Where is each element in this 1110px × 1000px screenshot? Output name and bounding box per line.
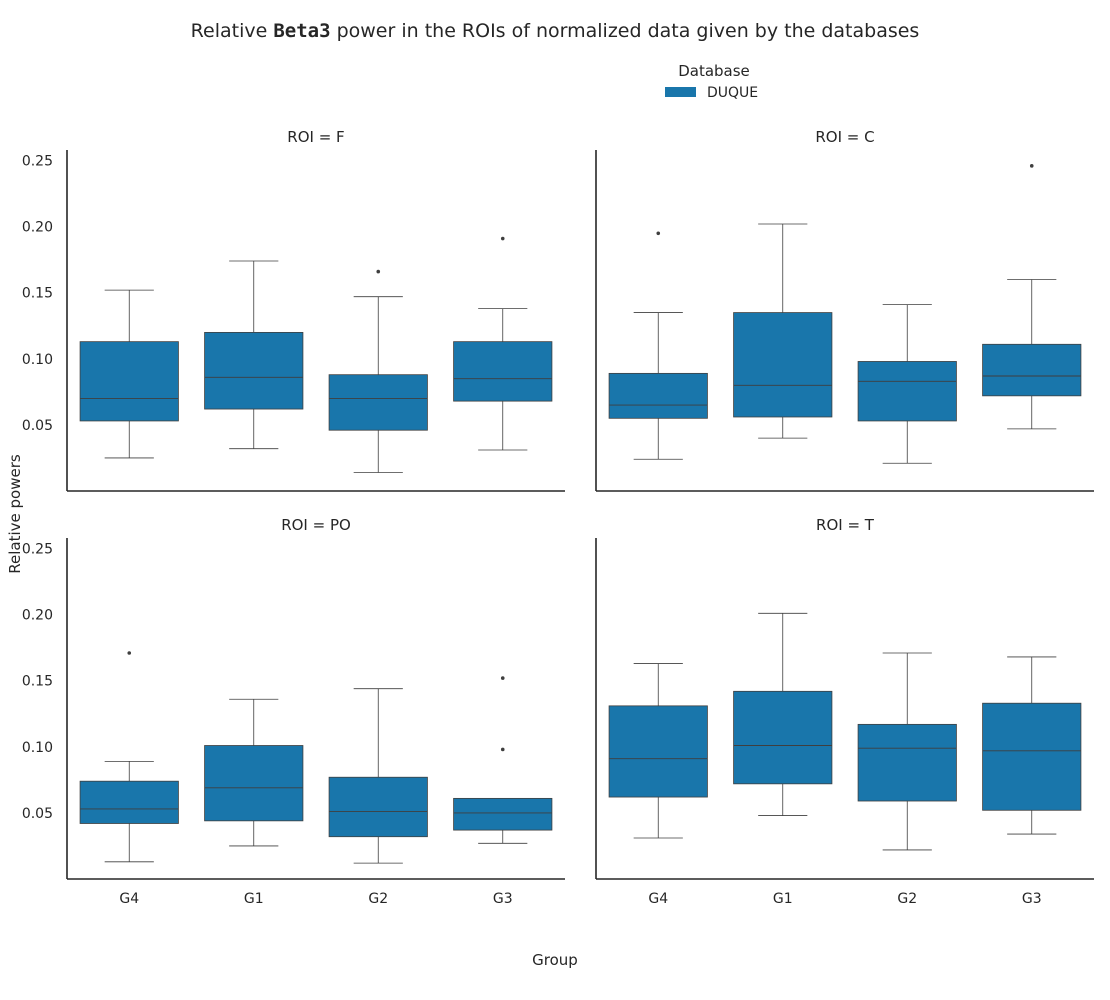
panel-3: ROI = T G4 G1 G2 G3 — [595, 516, 1094, 907]
box-iqr — [204, 745, 304, 822]
x-axis-label: Group — [532, 951, 578, 969]
y-tick-label: 0.05 — [22, 418, 53, 434]
panels: ROI = F 0.05 0.10 0.15 0.20 0.25 ROI = C ROI = … — [22, 128, 1094, 907]
figure-title: Relative Beta3 power in the ROIs of norm… — [191, 20, 920, 42]
outlier-point — [1029, 164, 1034, 168]
box-iqr — [608, 372, 708, 419]
outlier-point — [500, 236, 505, 241]
y-tick-label: 0.05 — [22, 806, 53, 822]
title-part-prefix: Relative — [191, 20, 274, 42]
box-g1 — [733, 612, 833, 816]
panel-1: ROI = C — [595, 128, 1094, 492]
x-tick-label: G2 — [897, 891, 917, 907]
x-tick-label: G2 — [368, 891, 388, 907]
box-g4 — [608, 663, 708, 839]
x-tick-label: G3 — [1022, 891, 1042, 907]
x-tick-label: G1 — [773, 891, 793, 907]
box-iqr — [328, 374, 428, 431]
panel-title: ROI = C — [815, 128, 874, 146]
y-tick-label: 0.20 — [22, 608, 53, 624]
box-g1 — [204, 698, 304, 847]
outlier-point — [376, 269, 381, 274]
title-part-suffix: power in the ROIs of normalized data giv… — [331, 20, 920, 42]
legend-title: Database — [678, 62, 750, 80]
box-iqr — [453, 797, 553, 831]
box-iqr — [857, 361, 957, 422]
box-iqr — [982, 343, 1082, 397]
box-iqr — [982, 702, 1082, 811]
legend-swatch-duque — [665, 87, 696, 97]
panel-0: ROI = F 0.05 0.10 0.15 0.20 0.25 — [22, 128, 565, 492]
y-tick-label: 0.10 — [22, 352, 53, 368]
box-g4 — [608, 231, 708, 460]
box-iqr — [733, 312, 833, 418]
panel-title: ROI = T — [816, 516, 875, 534]
box-g2 — [328, 688, 428, 864]
y-tick-label: 0.25 — [22, 542, 53, 558]
box-iqr — [608, 705, 708, 798]
x-tick-label: G4 — [648, 891, 668, 907]
outlier-point — [656, 231, 661, 236]
y-tick-label: 0.15 — [22, 286, 53, 302]
panel-title: ROI = PO — [281, 516, 351, 534]
outlier-point — [500, 747, 505, 752]
box-iqr — [453, 341, 553, 402]
box-g4 — [79, 651, 179, 863]
y-tick-label: 0.25 — [22, 154, 53, 170]
box-iqr — [857, 723, 957, 802]
box-g1 — [204, 260, 304, 450]
box-iqr — [733, 690, 833, 785]
box-g3 — [982, 656, 1082, 835]
panel-2: ROI = PO 0.05 0.10 0.15 0.20 0.25 G4 G1 G2 G3 — [22, 516, 565, 907]
box-g4 — [79, 289, 179, 459]
box-g1 — [733, 223, 833, 439]
box-g2 — [857, 304, 957, 464]
box-iqr — [79, 780, 179, 824]
y-tick-label: 0.20 — [22, 220, 53, 236]
box-g2 — [857, 652, 957, 851]
box-iqr — [328, 776, 428, 838]
box-g3 — [453, 236, 553, 451]
legend: Database DUQUE — [665, 62, 758, 101]
title-part-band: Beta3 — [273, 20, 330, 42]
outlier-point — [500, 676, 505, 680]
box-g3 — [453, 676, 553, 844]
y-axis-label: Relative powers — [6, 454, 24, 574]
y-tick-label: 0.15 — [22, 674, 53, 690]
box-g3 — [982, 164, 1082, 430]
legend-label-duque: DUQUE — [707, 85, 758, 101]
box-g2 — [328, 269, 428, 473]
panel-title: ROI = F — [287, 128, 344, 146]
y-tick-label: 0.10 — [22, 740, 53, 756]
x-tick-label: G4 — [119, 891, 139, 907]
x-tick-label: G1 — [244, 891, 264, 907]
outlier-point — [127, 651, 132, 655]
x-tick-label: G3 — [493, 891, 513, 907]
box-iqr — [204, 331, 304, 410]
box-iqr — [79, 341, 179, 422]
